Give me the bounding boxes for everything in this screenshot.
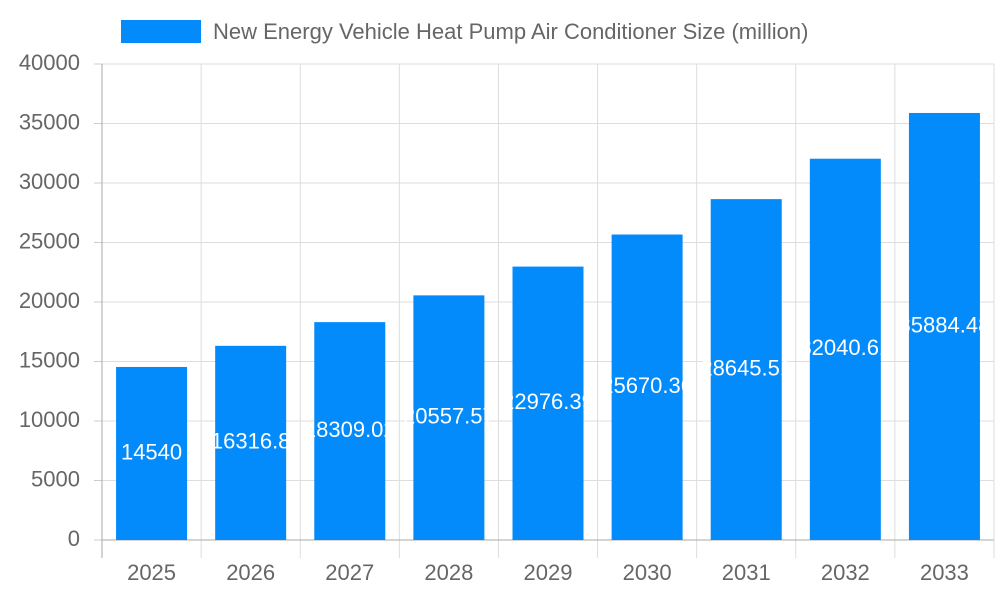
bar xyxy=(809,158,881,540)
value-label: 25670.36 xyxy=(601,373,693,398)
x-tick-label: 2028 xyxy=(424,560,473,585)
x-tick-label: 2033 xyxy=(920,560,969,585)
value-label: 20557.57 xyxy=(403,403,495,428)
bar xyxy=(710,199,782,541)
value-label: 18309.02 xyxy=(304,417,396,442)
value-label: 32040.61 xyxy=(799,335,891,360)
value-label: 28645.51 xyxy=(700,355,792,380)
bar xyxy=(908,112,980,541)
legend-label: New Energy Vehicle Heat Pump Air Conditi… xyxy=(213,19,808,44)
y-tick-label: 0 xyxy=(68,526,80,551)
bar xyxy=(314,322,386,540)
y-tick-label: 5000 xyxy=(31,466,80,491)
y-tick-label: 30000 xyxy=(19,169,80,194)
value-label: 14540 xyxy=(121,439,182,464)
x-tick-label: 2031 xyxy=(722,560,771,585)
bar xyxy=(215,345,287,540)
y-tick-label: 35000 xyxy=(19,109,80,134)
y-tick-label: 40000 xyxy=(19,50,80,75)
y-tick-label: 25000 xyxy=(19,228,80,253)
x-tick-label: 2032 xyxy=(821,560,870,585)
y-tick-label: 20000 xyxy=(19,288,80,313)
y-tick-label: 10000 xyxy=(19,407,80,432)
x-tick-label: 2029 xyxy=(524,560,573,585)
y-tick-label: 15000 xyxy=(19,347,80,372)
x-tick-label: 2026 xyxy=(226,560,275,585)
bar xyxy=(512,266,584,540)
x-tick-label: 2025 xyxy=(127,560,176,585)
x-tick-label: 2027 xyxy=(325,560,374,585)
bar xyxy=(413,295,485,540)
x-tick-label: 2030 xyxy=(623,560,672,585)
value-label: 16316.8 xyxy=(211,429,291,454)
legend-swatch xyxy=(121,20,201,43)
bar xyxy=(116,366,188,540)
bar xyxy=(611,234,683,541)
value-label: 22976.39 xyxy=(502,389,594,414)
value-label: 35884.48 xyxy=(899,312,991,337)
